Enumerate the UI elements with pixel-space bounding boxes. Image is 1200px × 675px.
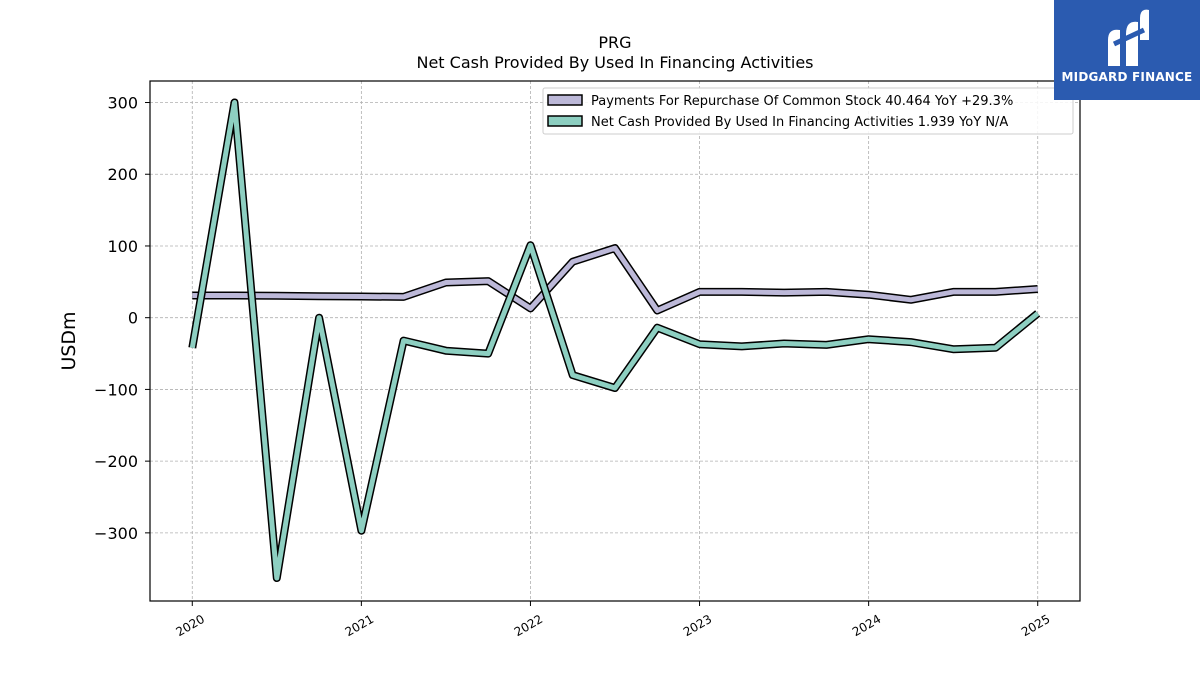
brand-logo: MIDGARD FINANCE [1054,0,1200,100]
legend-swatch [547,94,583,106]
x-tick-label: 2023 [681,612,714,639]
x-tick-label: 2022 [512,612,545,639]
chart-subtitle: Net Cash Provided By Used In Financing A… [416,53,813,72]
y-tick-label: 200 [107,165,138,184]
legend-box [542,87,1074,135]
legend-swatch [547,115,583,127]
logo-mark-icon [1108,9,1149,66]
x-tick-label: 2025 [1019,612,1052,639]
x-tick-label: 2024 [850,612,883,639]
y-tick-label: 100 [107,237,138,256]
y-tick-label: −100 [94,380,138,399]
y-tick-label: −200 [94,452,138,471]
series-layer [188,98,1041,582]
legend-label: Payments For Repurchase Of Common Stock … [591,94,1013,109]
x-tick-label: 2020 [174,612,207,639]
series-line-0 [192,245,1038,313]
plot-frame [149,80,1081,602]
legend-label: Net Cash Provided By Used In Financing A… [591,115,1008,130]
brand-name: MIDGARD FINANCE [1061,70,1193,84]
y-axis-label: USDm [58,311,80,370]
y-tick-label: −300 [94,524,138,543]
legend: Payments For Repurchase Of Common Stock … [542,87,1074,135]
y-tick-label: 0 [128,309,138,328]
y-tick-label: 300 [107,94,138,113]
x-tick-label: 2021 [343,612,376,639]
chart-title: PRG [598,33,631,52]
